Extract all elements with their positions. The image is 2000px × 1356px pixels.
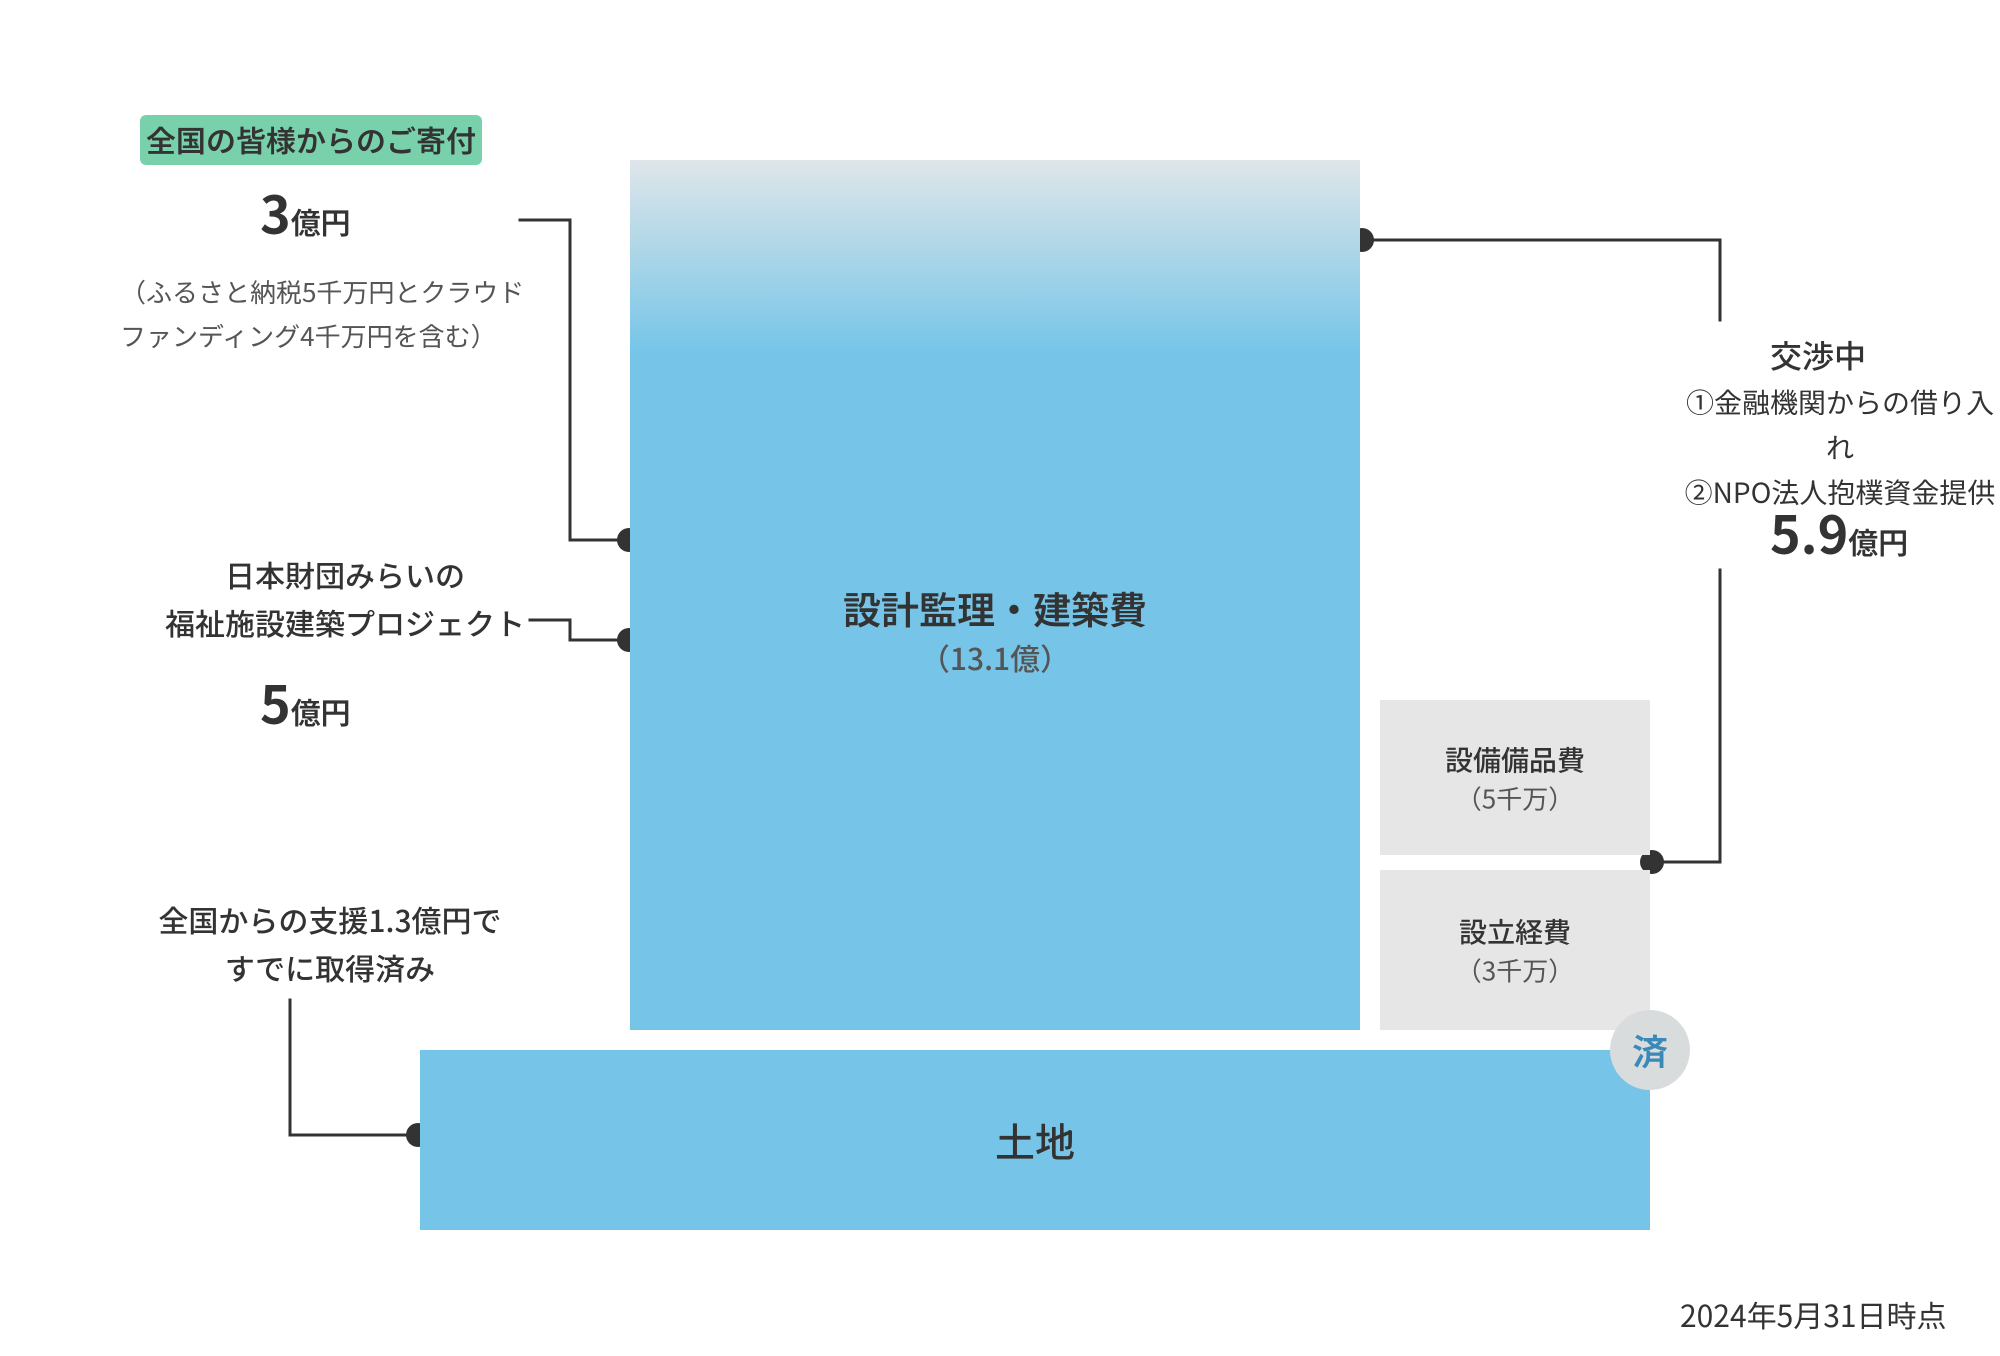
equipment-subtitle: （5千万） — [1456, 779, 1574, 816]
badge-completed: 済 — [1610, 1010, 1690, 1090]
label-negotiation-value: 5.9億円 — [1770, 490, 1908, 573]
block-setup: 設立経費 （3千万） — [1380, 870, 1650, 1030]
date-stamp: 2024年5月31日時点 — [1680, 1290, 1947, 1338]
connector-foundation — [530, 620, 629, 640]
construction-title: 設計監理・建築費 — [843, 580, 1147, 635]
label-donation-title: 全国の皆様からのご寄付 — [140, 115, 482, 165]
setup-subtitle: （3千万） — [1456, 952, 1574, 989]
block-land: 土地 — [420, 1050, 1650, 1230]
label-foundation: 日本財団みらいの 福祉施設建築プロジェクト — [165, 550, 525, 646]
connector-negotiation-side — [1652, 570, 1720, 862]
funding-diagram: { "colors": { "bg": "#ffffff", "text_pri… — [0, 0, 2000, 1356]
label-land-note: 全国からの支援1.3億円で すでに取得済み — [150, 895, 510, 991]
connector-donation — [520, 220, 629, 540]
label-negotiation-title: 交渉中 — [1770, 330, 1866, 381]
setup-title: 設立経費 — [1459, 912, 1571, 952]
label-foundation-value: 5億円 — [260, 660, 351, 743]
connector-negotiation-top — [1362, 240, 1720, 320]
block-construction: 設計監理・建築費 （13.1億） — [630, 160, 1360, 1030]
block-equipment: 設備備品費 （5千万） — [1380, 700, 1650, 855]
label-donation-note: （ふるさと納税5千万円とクラウド ファンディング4千万円を含む） — [120, 270, 524, 358]
land-title: 土地 — [995, 1111, 1075, 1169]
connector-land — [290, 1000, 418, 1135]
equipment-title: 設備備品費 — [1445, 739, 1585, 779]
label-donation-value: 3億円 — [260, 170, 351, 253]
construction-subtitle: （13.1億） — [920, 635, 1070, 679]
badge-text: 済 — [1632, 1024, 1668, 1076]
